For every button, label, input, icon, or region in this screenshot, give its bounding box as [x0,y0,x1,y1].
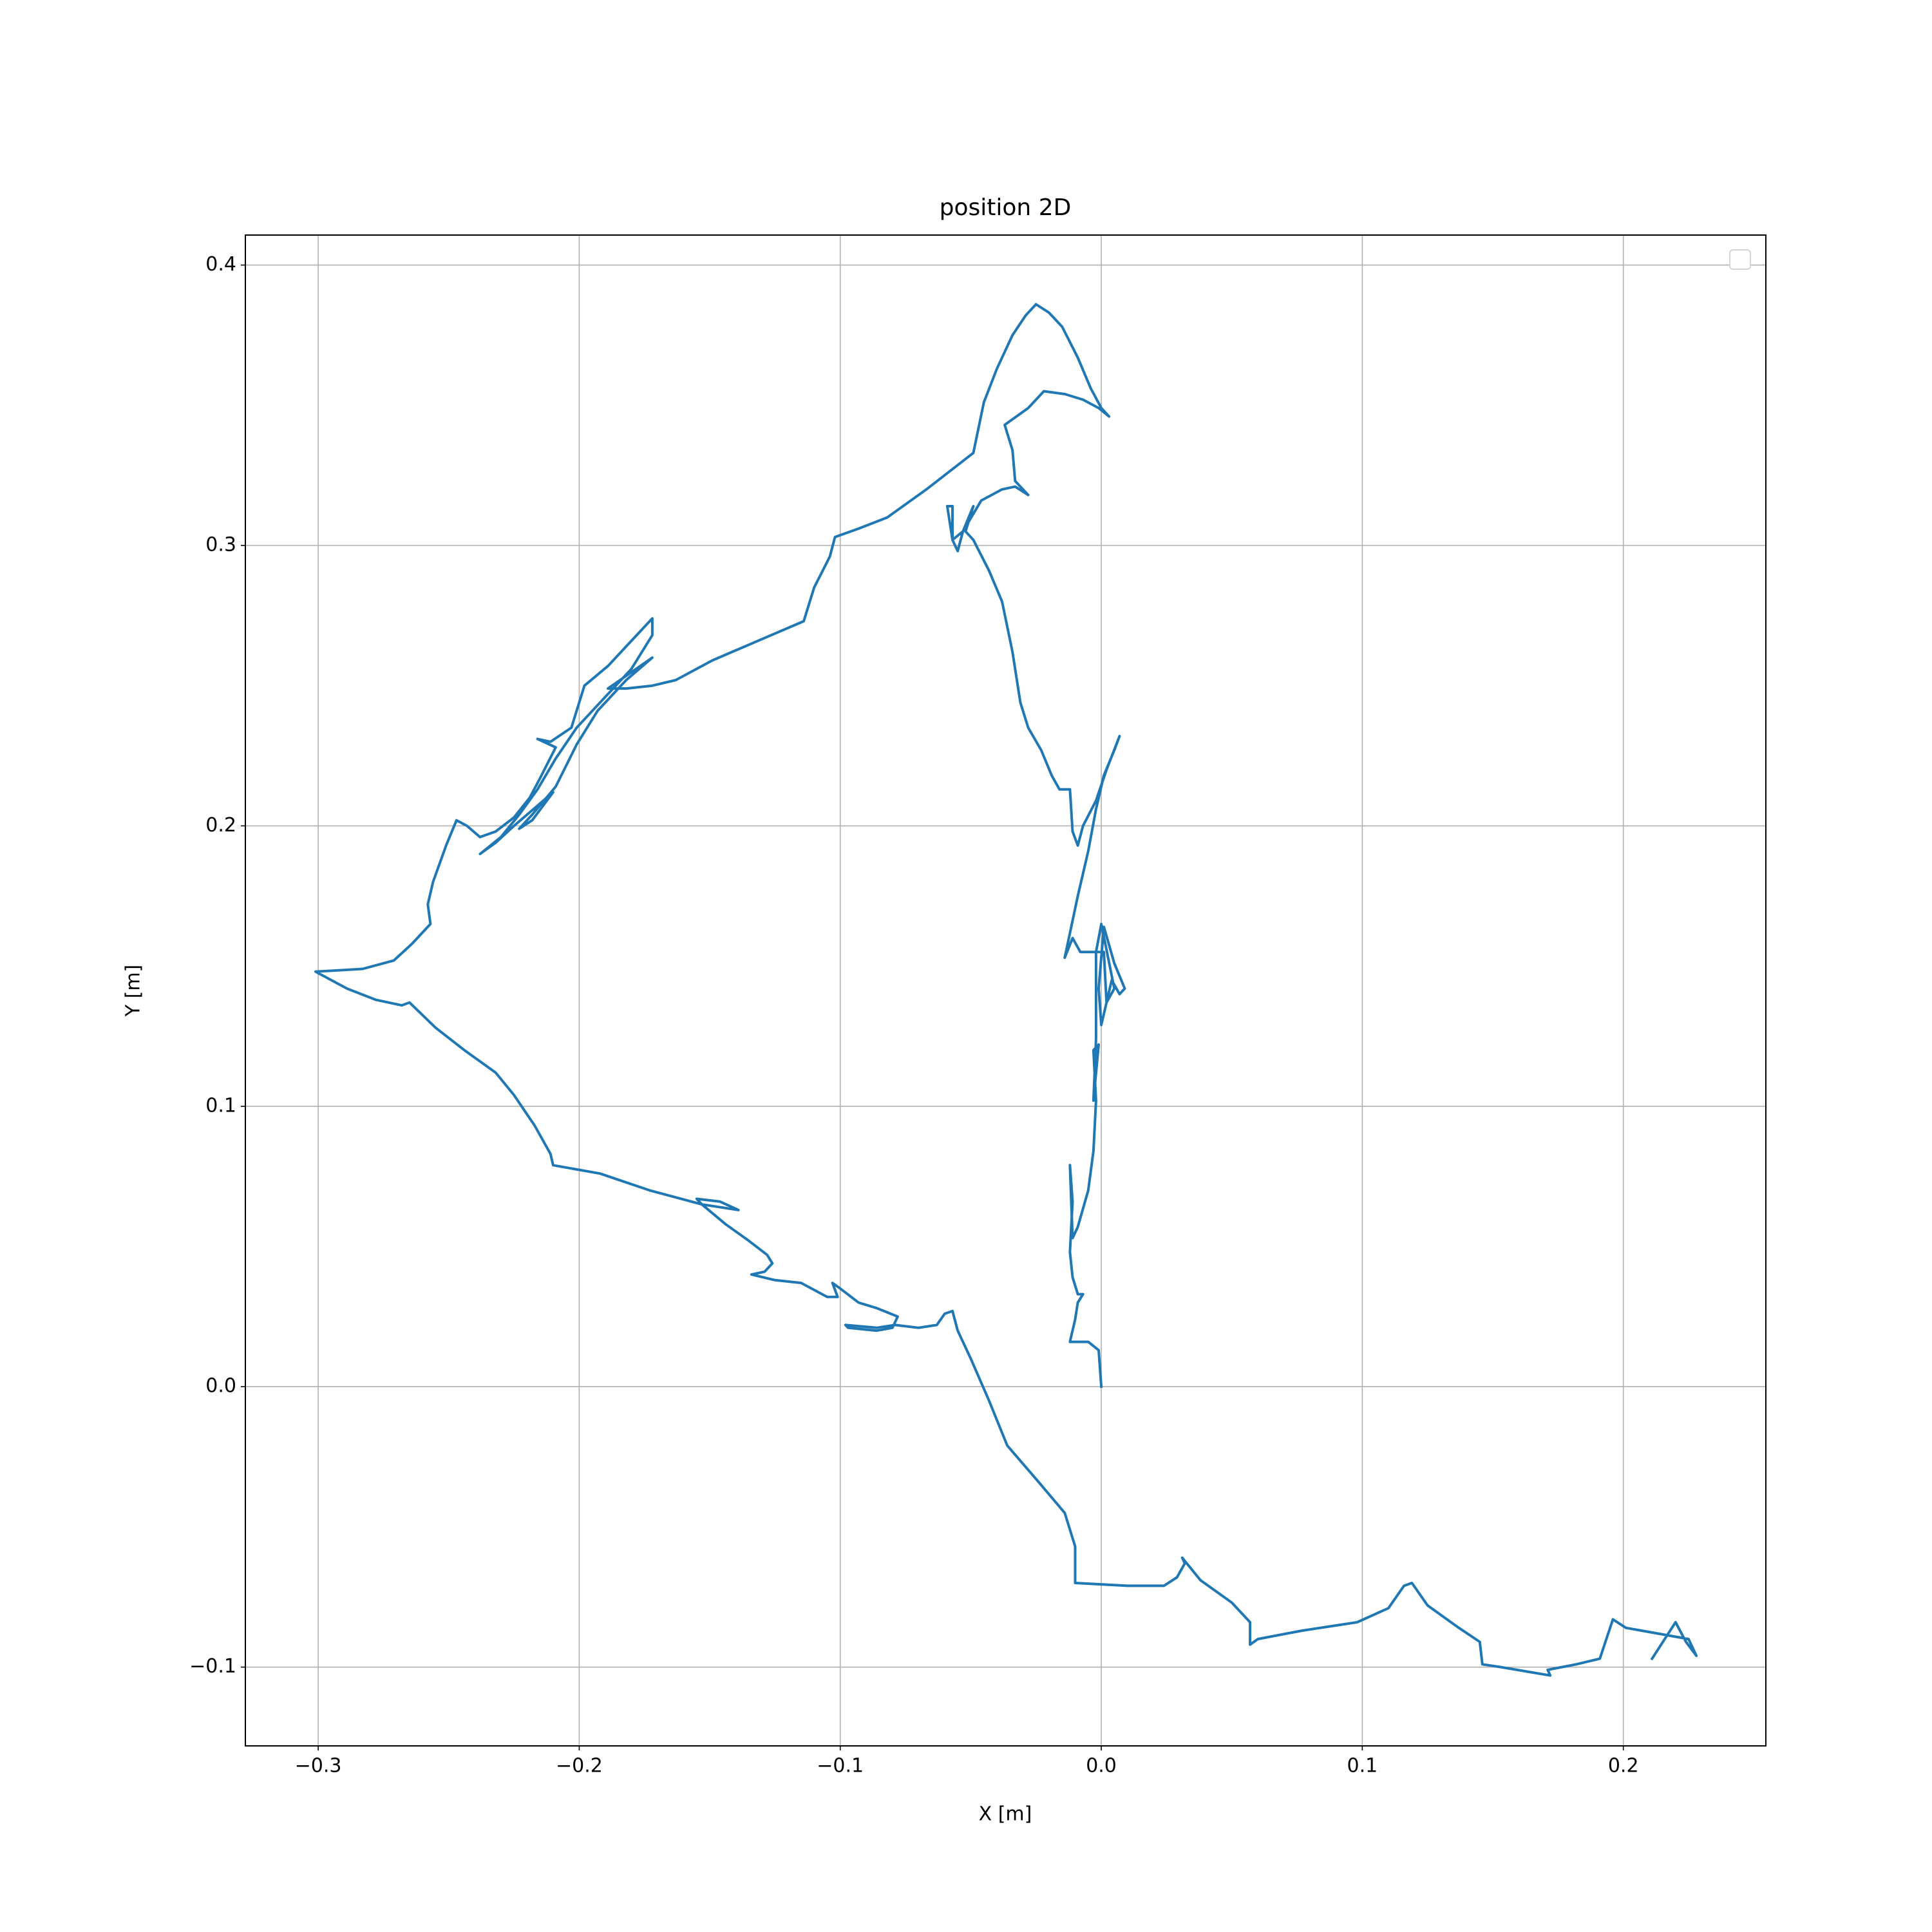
y-axis-label: Y [m] [122,965,145,1018]
x-tick-label: −0.2 [556,1755,603,1777]
y-tick-label: −0.1 [189,1655,236,1678]
x-tick-label: −0.3 [295,1755,342,1777]
y-tick-label: 0.1 [205,1094,236,1117]
y-tick-label: 0.3 [205,534,236,556]
x-axis-label: X [m] [979,1803,1032,1826]
plot-frame [245,234,1766,1747]
x-tick-label: −0.1 [817,1755,864,1777]
trajectory-line [314,303,1698,1677]
x-tick-label: 0.2 [1608,1755,1639,1777]
chart-title: position 2D [940,194,1072,221]
x-tick-label: 0.1 [1347,1755,1378,1777]
y-tick-label: 0.2 [205,814,236,837]
y-tick-label: 0.4 [205,253,236,276]
legend-box [1729,249,1751,270]
x-tick-label: 0.0 [1086,1755,1117,1777]
y-tick-label: 0.0 [205,1375,236,1397]
